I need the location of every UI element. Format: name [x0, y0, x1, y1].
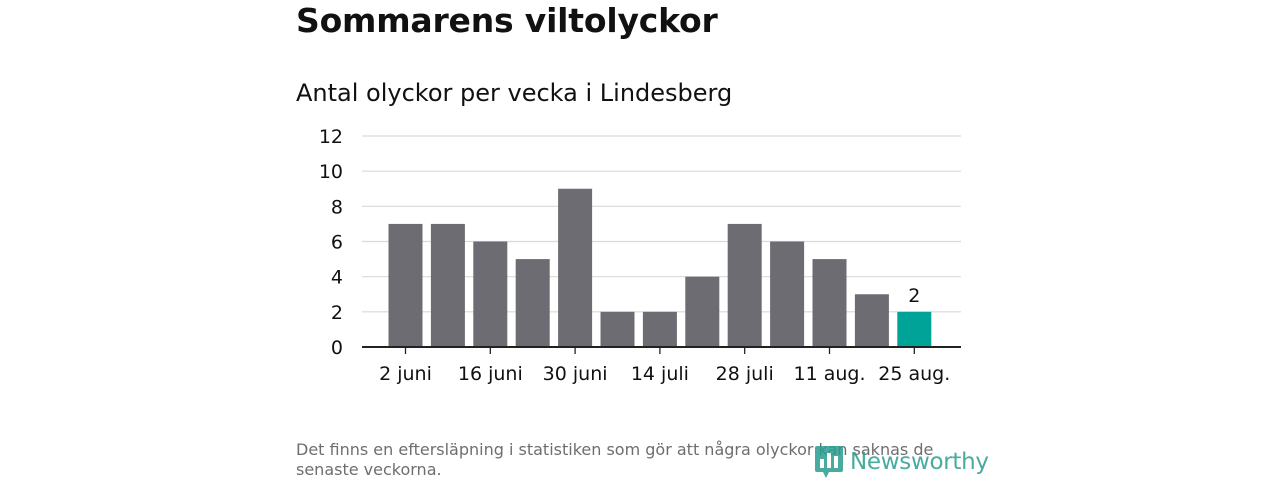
x-tick-label: 16 juni: [458, 363, 523, 385]
newsworthy-logo-text: Newsworthy: [850, 449, 989, 475]
bar: [473, 241, 508, 347]
x-axis-ticks: 2 juni 16 juni 30 juni 14 juli 28 juli 11 aug…: [379, 347, 950, 385]
bar: [600, 311, 635, 347]
newsworthy-logo: Newsworthy: [814, 444, 989, 480]
newsworthy-logo-icon: [815, 446, 843, 478]
y-tick-label: 10: [319, 161, 343, 183]
footnote: Det finns en eftersläpning i statistiken…: [296, 440, 934, 479]
y-tick-label: 4: [331, 267, 343, 289]
bar: [854, 294, 889, 347]
data-label: 2: [908, 285, 920, 307]
y-tick-label: 0: [331, 337, 343, 359]
x-tick-label: 14 juli: [631, 363, 689, 385]
y-tick-label: 6: [331, 232, 343, 254]
x-tick-label: 30 juni: [543, 363, 608, 385]
bar: [430, 223, 465, 347]
y-tick-label: 8: [331, 196, 343, 218]
bars: [388, 188, 932, 347]
bar: [558, 188, 593, 347]
x-tick-label: 28 juli: [716, 363, 774, 385]
x-tick-label: 11 aug.: [793, 363, 865, 385]
bar: [685, 276, 720, 347]
y-axis-ticks: 0 2 4 6 8 10 12: [319, 126, 343, 359]
bar: [812, 259, 847, 347]
bar: [515, 259, 550, 347]
chart-subtitle: Antal olyckor per vecka i Lindesberg: [296, 79, 733, 107]
bar: [642, 311, 677, 347]
bar: [727, 223, 762, 347]
bar: [897, 311, 932, 347]
x-tick-label: 2 juni: [379, 363, 432, 385]
y-tick-label: 12: [319, 126, 343, 148]
x-tick-label: 25 aug.: [878, 363, 950, 385]
data-labels: 2: [908, 285, 920, 307]
bar: [770, 241, 805, 347]
chart-title: Sommarens viltolyckor: [296, 1, 718, 40]
y-tick-label: 2: [331, 302, 343, 324]
bar: [388, 223, 423, 347]
